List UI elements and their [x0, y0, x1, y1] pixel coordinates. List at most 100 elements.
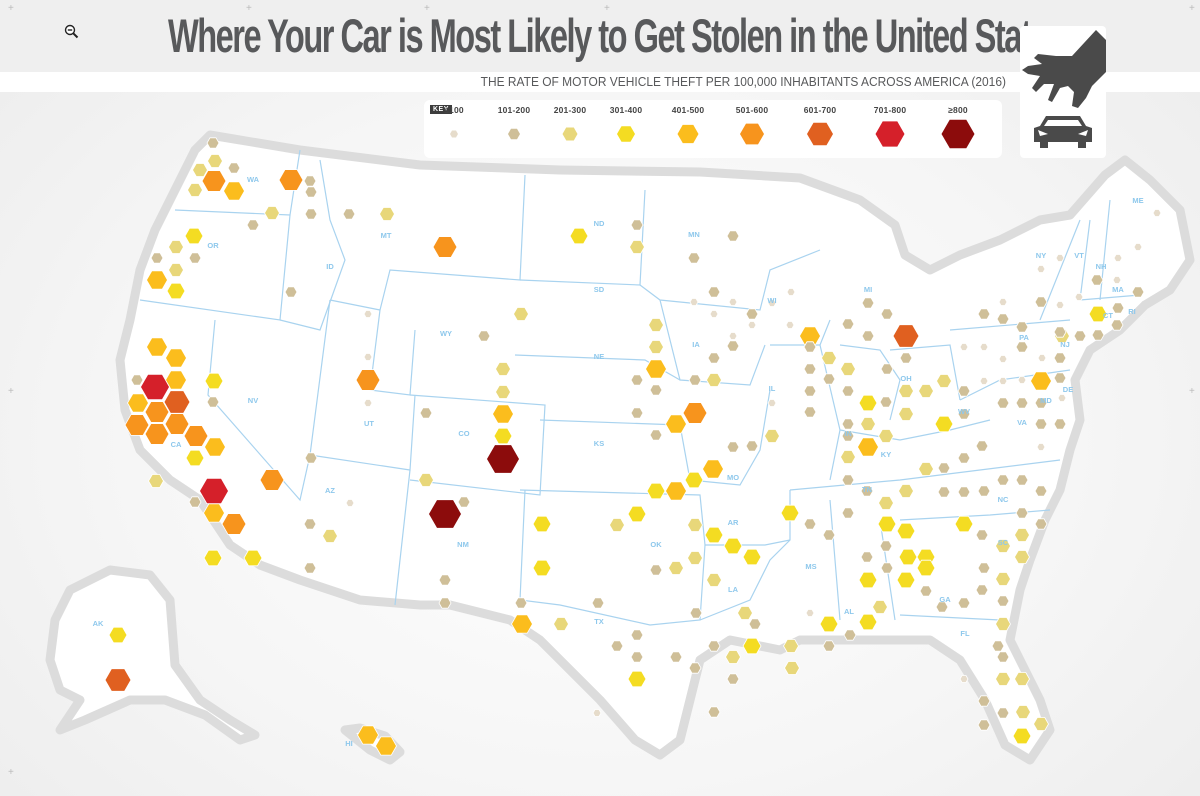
theft-rate-hexagon — [1112, 276, 1122, 284]
theft-rate-hexagon — [879, 540, 893, 552]
state-label: MS — [805, 562, 816, 571]
theft-rate-hexagon — [861, 330, 875, 342]
theft-rate-hexagon — [748, 618, 762, 630]
theft-rate-hexagon — [767, 399, 777, 407]
theft-rate-hexagon — [872, 600, 888, 614]
theft-rate-hexagon — [345, 499, 355, 507]
legend-item: 601-700 — [790, 100, 850, 158]
theft-rate-hexagon — [486, 444, 520, 474]
theft-rate-hexagon — [780, 504, 800, 522]
theft-rate-hexagon — [996, 595, 1010, 607]
theft-rate-hexagon — [803, 518, 817, 530]
legend-hexagon-icon — [450, 130, 458, 138]
theft-rate-hexagon — [646, 482, 666, 500]
theft-rate-hexagon — [977, 485, 991, 497]
theft-rate-hexagon — [104, 668, 132, 692]
state-label: KY — [881, 450, 891, 459]
theft-rate-hexagon — [669, 651, 683, 663]
theft-rate-hexagon — [1015, 341, 1029, 353]
theft-rate-hexagon — [438, 574, 452, 586]
theft-rate-hexagon — [841, 430, 855, 442]
theft-rate-hexagon — [304, 186, 318, 198]
theft-rate-hexagon — [1015, 507, 1029, 519]
theft-rate-hexagon — [935, 601, 949, 613]
theft-rate-hexagon — [130, 374, 144, 386]
car-front-icon — [1034, 116, 1092, 148]
state-label: MA — [1112, 285, 1124, 294]
theft-rate-hexagon — [1030, 371, 1052, 391]
theft-rate-hexagon — [880, 308, 894, 320]
theft-rate-hexagon — [184, 227, 204, 245]
legend-item-label: 101-200 — [497, 105, 531, 115]
theft-rate-hexagon — [975, 440, 989, 452]
page-subtitle: THE RATE OF MOTOR VEHICLE THEFT PER 100,… — [480, 74, 1006, 89]
theft-rate-hexagon — [822, 373, 836, 385]
theft-rate-hexagon — [742, 637, 762, 655]
state-label: NJ — [1060, 340, 1070, 349]
theft-rate-hexagon — [860, 417, 876, 431]
state-label: SC — [998, 538, 1009, 547]
state-label: MI — [864, 285, 872, 294]
legend-item-label: 201-300 — [553, 105, 587, 115]
registration-mark: + — [8, 767, 14, 778]
theft-rate-hexagon — [954, 515, 974, 533]
legend-item-label: 301-400 — [609, 105, 643, 115]
theft-rate-hexagon — [168, 240, 184, 254]
theft-rate-hexagon — [140, 373, 170, 401]
theft-rate-hexagon — [878, 496, 894, 510]
theft-rate-hexagon — [514, 597, 528, 609]
theft-rate-hexagon — [707, 352, 721, 364]
theft-rate-hexagon — [629, 240, 645, 254]
theft-rate-hexagon — [822, 529, 836, 541]
theft-rate-hexagon — [880, 363, 894, 375]
theft-rate-hexagon — [707, 286, 721, 298]
state-label: MT — [381, 231, 392, 240]
theft-rate-hexagon — [841, 418, 855, 430]
theft-rate-hexagon — [841, 507, 855, 519]
theft-rate-hexagon — [630, 651, 644, 663]
theft-rate-hexagon — [188, 252, 202, 264]
legend-key-badge: KEY — [430, 105, 452, 114]
theft-rate-hexagon — [1133, 243, 1143, 251]
theft-rate-hexagon — [569, 227, 589, 245]
state-label: MO — [727, 473, 739, 482]
state-label: AR — [728, 518, 739, 527]
state-label: UT — [364, 419, 374, 428]
state-label: OR — [207, 241, 219, 250]
theft-rate-hexagon — [164, 413, 190, 435]
legend-item-label: 501-600 — [735, 105, 769, 115]
theft-rate-hexagon — [303, 518, 317, 530]
theft-rate-hexagon — [822, 640, 836, 652]
theft-rate-hexagon — [187, 183, 203, 197]
state-label: OK — [650, 540, 662, 549]
theft-rate-hexagon — [148, 474, 164, 488]
theft-rate-hexagon — [419, 407, 433, 419]
theft-rate-hexagon — [630, 374, 644, 386]
theft-rate-hexagon — [764, 429, 780, 443]
theft-rate-hexagon — [649, 384, 663, 396]
theft-rate-hexagon — [707, 640, 721, 652]
theft-rate-hexagon — [737, 606, 753, 620]
theft-rate-hexagon — [418, 473, 434, 487]
theft-rate-hexagon — [284, 286, 298, 298]
theft-rate-hexagon — [511, 614, 533, 634]
theft-rate-hexagon — [630, 219, 644, 231]
theft-rate-hexagon — [1053, 418, 1067, 430]
theft-rate-hexagon — [689, 607, 703, 619]
theft-rate-hexagon — [898, 484, 914, 498]
theft-rate-hexagon — [259, 469, 285, 491]
theft-rate-hexagon — [630, 629, 644, 641]
theft-rate-hexagon — [704, 526, 724, 544]
theft-rate-hexagon — [937, 462, 951, 474]
theft-rate-hexagon — [841, 385, 855, 397]
state-label: KS — [594, 439, 604, 448]
theft-rate-hexagon — [304, 208, 318, 220]
theft-rate-hexagon — [803, 341, 817, 353]
state-label: NH — [1096, 262, 1107, 271]
state-label: CT — [1103, 311, 1113, 320]
theft-rate-hexagon — [702, 459, 724, 479]
theft-rate-hexagon — [723, 537, 743, 555]
theft-rate-hexagon — [363, 353, 373, 361]
theft-rate-hexagon — [977, 562, 991, 574]
theft-rate-hexagon — [1090, 274, 1104, 286]
